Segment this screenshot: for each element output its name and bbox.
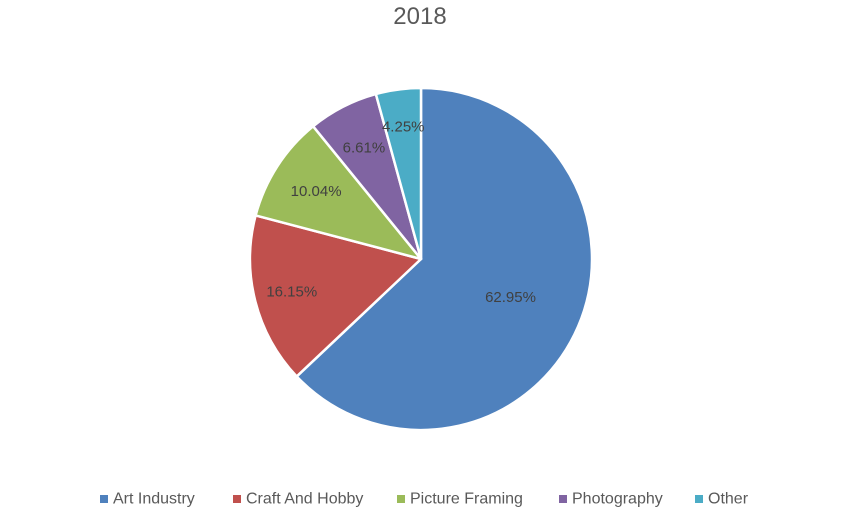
legend-item-photography: Photography <box>559 491 663 508</box>
chart-legend: Art Industry Craft And Hobby Picture Frami… <box>100 491 749 508</box>
pie-slices <box>248 86 594 432</box>
legend-label-other: Other <box>708 491 749 508</box>
legend-label-photography: Photography <box>572 491 663 508</box>
data-label-photography: 6.61% <box>343 139 386 156</box>
slice-labels: 62.95% 16.15% 10.04% 6.61% 4.25% <box>266 118 536 306</box>
legend-label-picture-framing: Picture Framing <box>410 491 523 508</box>
slice-picture-framing <box>254 125 423 261</box>
legend-swatch-picture-framing <box>397 495 405 503</box>
data-label-other: 4.25% <box>382 118 425 135</box>
legend-swatch-photography <box>559 495 567 503</box>
legend-item-craft-and-hobby: Craft And Hobby <box>233 491 363 508</box>
legend-label-craft-and-hobby: Craft And Hobby <box>246 491 363 508</box>
slice-other <box>374 86 423 261</box>
legend-swatch-other <box>695 495 703 503</box>
slice-art-industry <box>295 86 594 432</box>
legend-swatch-art-industry <box>100 495 108 503</box>
data-label-picture-framing: 10.04% <box>291 183 342 200</box>
legend-item-other: Other <box>695 491 749 508</box>
legend-label-art-industry: Art Industry <box>113 491 195 508</box>
data-label-art-industry: 62.95% <box>485 289 536 306</box>
legend-item-picture-framing: Picture Framing <box>397 491 523 508</box>
legend-item-art-industry: Art Industry <box>100 491 195 508</box>
data-label-craft-and-hobby: 16.15% <box>266 283 317 300</box>
slice-craft-and-hobby <box>248 214 423 378</box>
chart-title: 2018 <box>393 3 446 30</box>
legend-swatch-craft-and-hobby <box>233 495 241 503</box>
